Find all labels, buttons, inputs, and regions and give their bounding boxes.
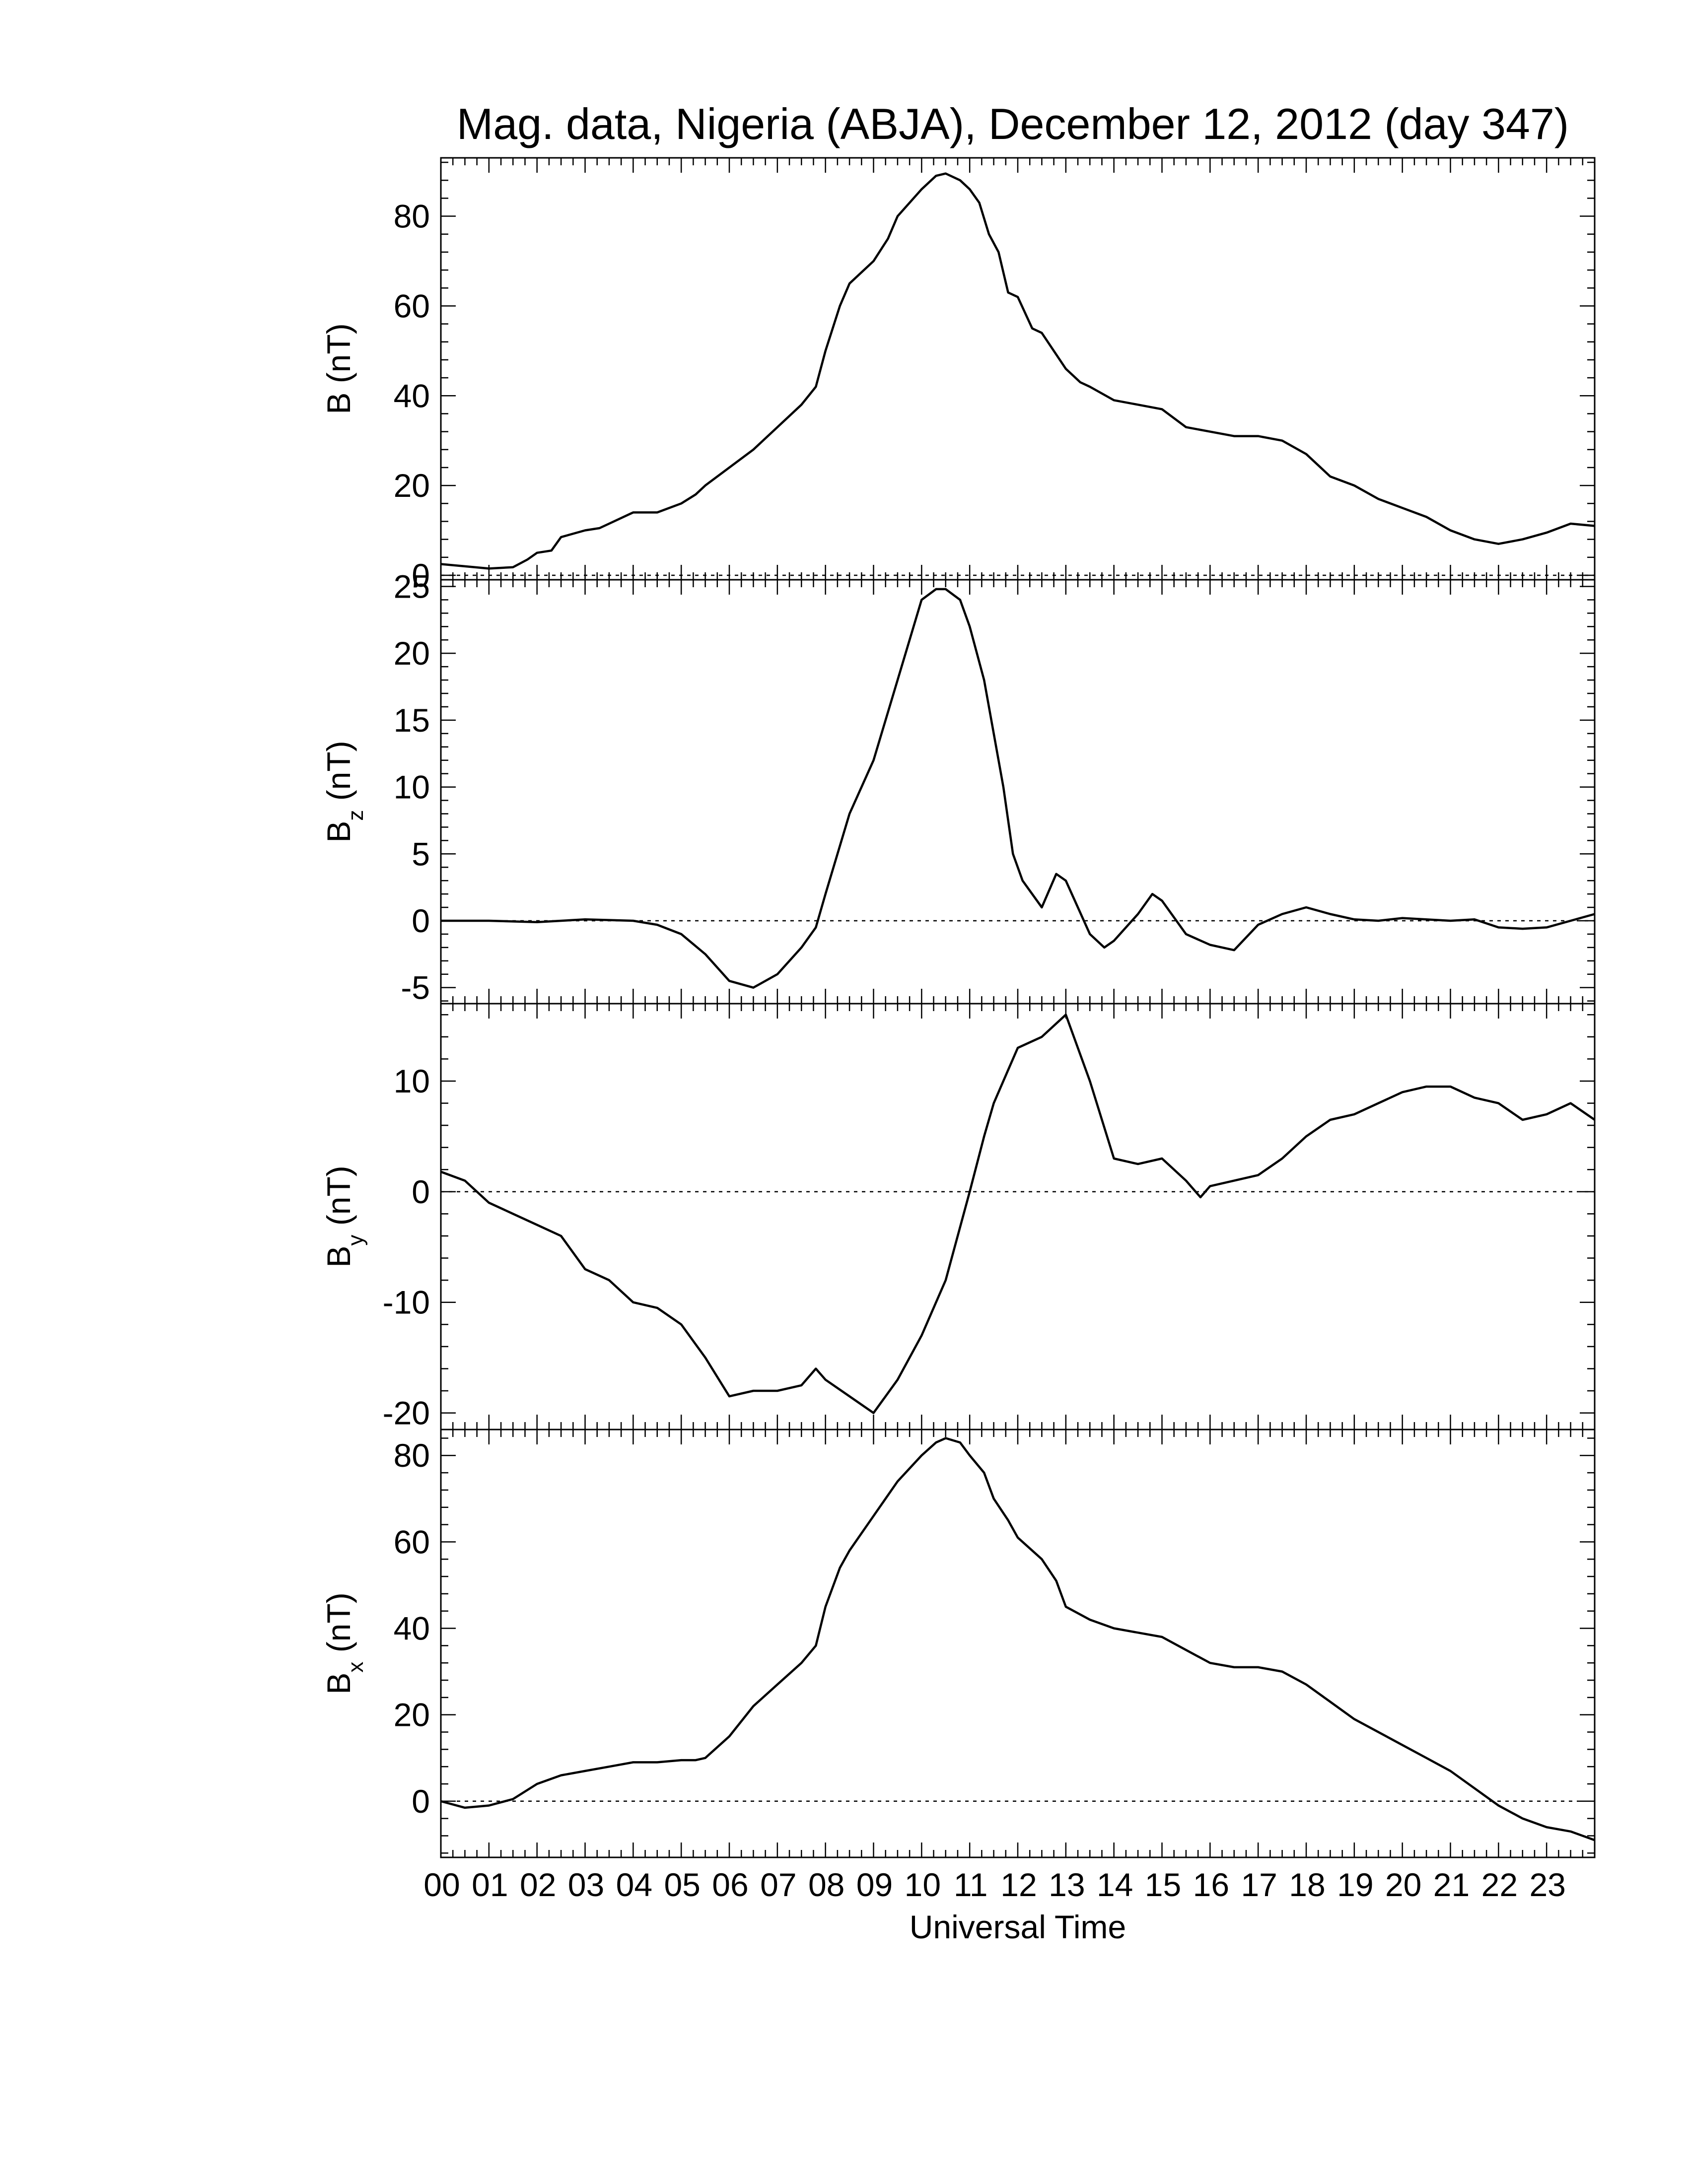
x-tick-label: 01 [472, 1866, 508, 1903]
y-tick-label: 0 [412, 902, 430, 939]
y-tick-label: 25 [394, 568, 430, 605]
y-tick-label: 10 [394, 1063, 430, 1099]
y-tick-label: 40 [394, 1610, 430, 1647]
x-tick-label: 06 [712, 1866, 748, 1903]
y-tick-label: 60 [394, 287, 430, 324]
y-tick-label: 80 [394, 1437, 430, 1474]
y-tick-label: 20 [394, 467, 430, 504]
x-tick-label: 18 [1289, 1866, 1325, 1903]
x-tick-label: 09 [856, 1866, 893, 1903]
series-line-2 [441, 588, 1595, 989]
y-tick-label: -20 [383, 1395, 430, 1432]
x-tick-label: 03 [568, 1866, 604, 1903]
x-tick-label: 00 [423, 1866, 460, 1903]
panels-group: 0 20 40 60 80 B (nT) -5 0 5 10 15 20 25 Bz (nT) -20 -10… [320, 157, 1596, 1858]
x-tick-label: 04 [616, 1866, 652, 1903]
y-axis-label-main: B [320, 393, 357, 414]
series-line-4 [440, 1437, 1595, 1842]
y-axis-label-unit: (nT) [320, 1165, 357, 1234]
y-tick-label: 80 [394, 198, 430, 235]
panel-3: -20 -10 0 10 By (nT) [320, 1003, 1596, 1432]
panel-4: 0 20 40 60 80 Bx (nT) [320, 1429, 1596, 1858]
x-tick-label: 13 [1049, 1866, 1085, 1903]
y-axis-label-main: B [320, 821, 357, 843]
y-axis-label-unit: (nT) [320, 1592, 357, 1661]
y-axis-label: B (nT) [320, 323, 357, 414]
x-tick-label: 23 [1529, 1866, 1565, 1903]
x-tick-label: 14 [1097, 1866, 1133, 1903]
y-tick-label: 40 [394, 377, 430, 414]
x-tick-label: 11 [954, 1866, 988, 1903]
y-axis-label-subscript: z [344, 810, 368, 821]
y-tick-label: -10 [383, 1284, 430, 1321]
x-tick-label: 21 [1433, 1866, 1470, 1903]
y-axis-label-subscript: y [344, 1235, 368, 1246]
y-axis-label: Bx (nT) [320, 1592, 368, 1694]
y-tick-label: 15 [394, 702, 430, 739]
series-line-1 [440, 172, 1595, 570]
y-axis-label: By (nT) [320, 1165, 368, 1267]
x-tick-label: 19 [1337, 1866, 1373, 1903]
x-tick-label: 02 [520, 1866, 556, 1903]
x-tick-label: 07 [760, 1866, 796, 1903]
y-axis-label-unit: (nT) [320, 741, 357, 810]
y-axis-label-unit: (nT) [320, 323, 357, 392]
y-tick-label: 0 [412, 1173, 430, 1210]
y-tick-label: 20 [394, 1697, 430, 1733]
y-axis-label-main: B [320, 1673, 357, 1695]
y-tick-label: 20 [394, 635, 430, 672]
x-tick-label: 16 [1193, 1866, 1229, 1903]
x-tick-label: 22 [1481, 1866, 1518, 1903]
y-tick-label: 5 [412, 835, 430, 872]
x-tick-label: 20 [1385, 1866, 1421, 1903]
chart-title: Mag. data, Nigeria (ABJA), December 12, … [457, 99, 1569, 148]
x-tick-label: 12 [1000, 1866, 1037, 1903]
y-tick-label: 10 [394, 769, 430, 806]
x-axis-label: Universal Time [910, 1909, 1126, 1945]
x-tick-label: 05 [664, 1866, 700, 1903]
y-axis-label: Bz (nT) [320, 741, 368, 842]
x-tick-label: 10 [905, 1866, 941, 1903]
series-line-3 [440, 1014, 1596, 1414]
y-tick-label: 0 [412, 1783, 430, 1820]
x-tick-label: 15 [1145, 1866, 1181, 1903]
x-tick-label: 08 [808, 1866, 844, 1903]
y-tick-label: 60 [394, 1523, 430, 1560]
y-tick-label: -5 [401, 969, 430, 1006]
y-tick-label: 0 [412, 557, 430, 594]
y-axis-label-main: B [320, 1246, 357, 1268]
panel-1: 0 20 40 60 80 B (nT) [320, 157, 1596, 594]
y-axis-label-subscript: x [344, 1662, 368, 1673]
x-axis: 00 01 02 03 04 05 06 07 08 09 10 11 12 13 14 15 16 17 18 19… [423, 1866, 1566, 1903]
x-tick-label: 17 [1241, 1866, 1277, 1903]
